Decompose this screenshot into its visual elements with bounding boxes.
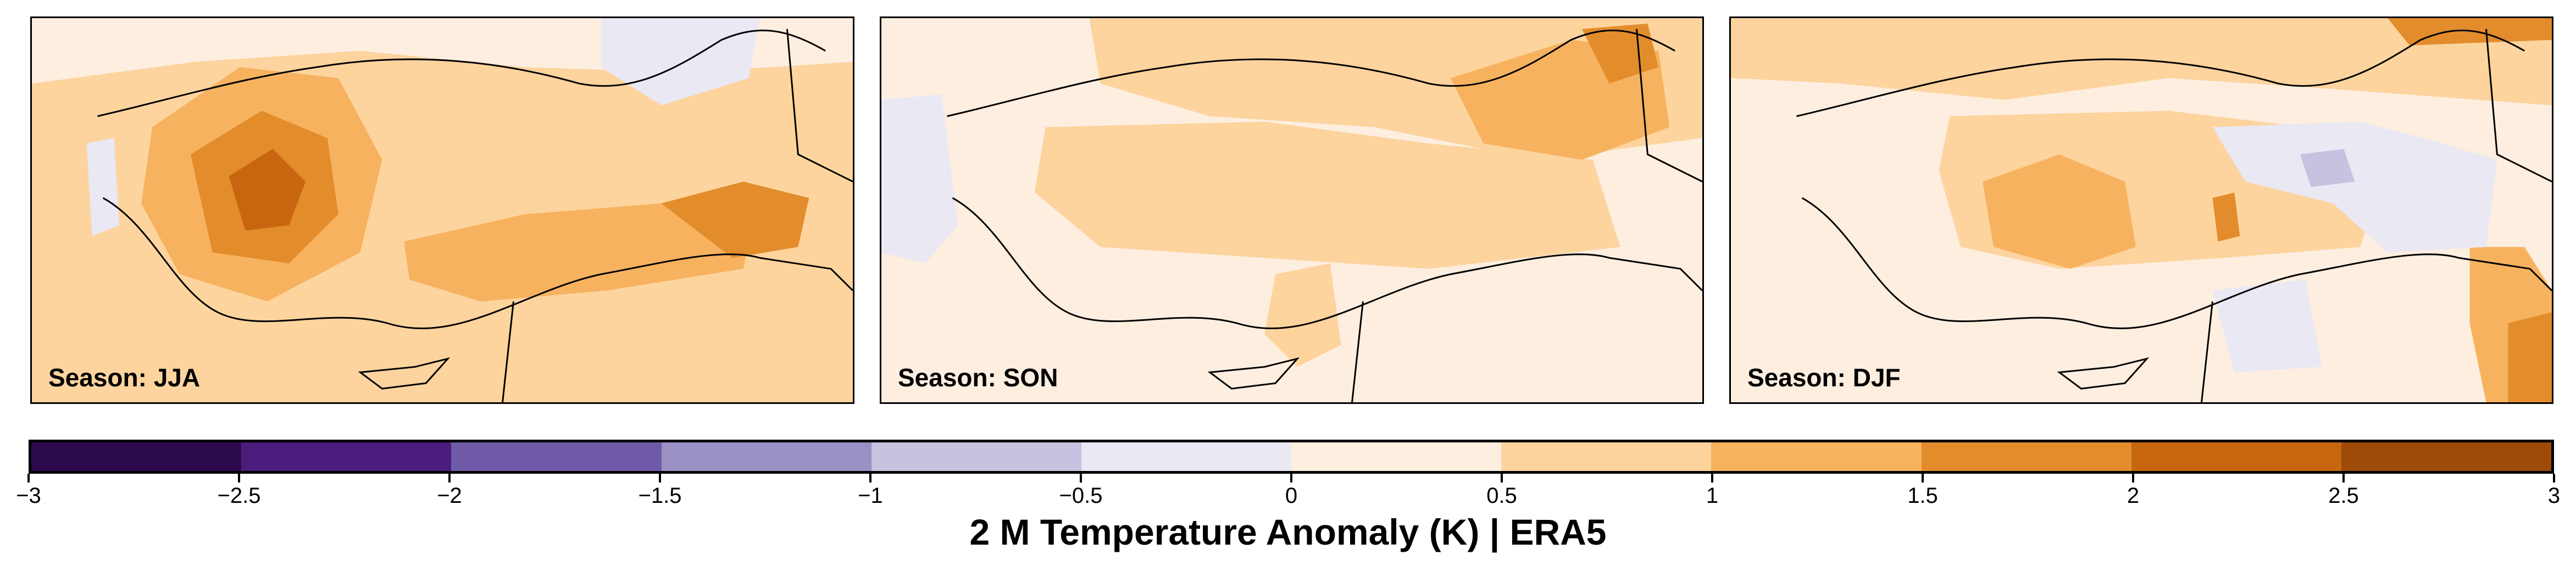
colorbar-tick-label: 0.5 [1486, 484, 1517, 508]
colorbar-tick-mark [2553, 474, 2555, 483]
colorbar-segment [1501, 442, 1712, 471]
colorbar-segment [871, 442, 1081, 471]
coastline [2201, 301, 2213, 402]
colorbar-tick-label: 1 [1706, 484, 1719, 508]
border [2458, 257, 2552, 291]
coastline [97, 29, 826, 117]
warm-anomaly-east [661, 181, 809, 258]
colorbar-segment [1711, 442, 1922, 471]
cyprus-outline [2057, 357, 2150, 390]
colorbar-segment [31, 442, 242, 471]
cool-anomaly-aegean [881, 94, 958, 264]
colorbar-tick-label: −0.5 [1059, 484, 1103, 508]
colorbar-tick-label: 2 [2127, 484, 2140, 508]
coastline [1796, 29, 2525, 117]
colorbar-tick-mark [1290, 474, 1292, 483]
coastline [502, 301, 514, 402]
colorbar-segment [1081, 442, 1292, 471]
strong-warm-spot [2212, 192, 2240, 242]
colorbar-title: 2 M Temperature Anomaly (K) | ERA5 [969, 512, 1607, 552]
cool-anomaly-aegean [86, 138, 120, 236]
colorbar-segment [1291, 442, 1502, 471]
map-jja [32, 18, 853, 402]
colorbar-tick-label: 0 [1285, 484, 1298, 508]
cool-anomaly-core [2300, 148, 2355, 187]
colorbar-tick-mark [448, 474, 451, 483]
colorbar-segment [241, 442, 452, 471]
coastline [947, 29, 1675, 117]
strong-warm-southeast [2508, 312, 2552, 402]
map-panel-son: Season: SON [880, 16, 1704, 404]
colorbar-tick-label: 2.5 [2328, 484, 2359, 508]
coastline [1801, 197, 2460, 329]
colorbar-ticks: −3 −2.5 −2 −1.5 −1 −0.5 0 0.5 1 1.5 2 2.5 3 [16, 474, 2560, 512]
border [759, 257, 853, 291]
colorbar-tick-mark [2132, 474, 2134, 483]
colorbar-segment [451, 442, 662, 471]
season-label: Season: SON [898, 363, 1058, 392]
map-panel-djf: Season: DJF [1729, 16, 2553, 404]
coastline [1351, 301, 1364, 402]
coastline [952, 197, 1610, 329]
map-panel-jja: Season: JJA [30, 16, 854, 404]
colorbar-tick-label: 3 [2547, 484, 2561, 508]
colorbar-tick-label: −2 [437, 484, 462, 508]
colorbar-segment [1921, 442, 2131, 471]
colorbar-segment [661, 442, 871, 471]
mid-warm-south [1264, 263, 1341, 367]
colorbar-tick-mark [869, 474, 871, 483]
colorbar-tick-mark [659, 474, 661, 483]
warm-anomaly-peak [229, 148, 306, 231]
border [1635, 29, 1702, 182]
warm-anomaly-south [404, 203, 754, 302]
colorbar-tick-mark [1080, 474, 1082, 483]
cool-anomaly-central [2212, 121, 2497, 253]
border [1609, 257, 1702, 291]
colorbar-tick-label: 1.5 [1907, 484, 1938, 508]
colorbar-tick-mark [1501, 474, 1503, 483]
colorbar-tick-mark [1922, 474, 1924, 483]
colorbar [29, 440, 2554, 474]
season-label: Season: JJA [48, 363, 201, 392]
colorbar-segment [2341, 442, 2552, 471]
colorbar-segment [2131, 442, 2341, 471]
weak-warm-north [1731, 18, 2552, 106]
cool-anomaly-south [2212, 279, 2322, 373]
cyprus-outline [358, 357, 451, 390]
border [786, 29, 853, 182]
season-label: Season: DJF [1747, 363, 1901, 392]
colorbar-tick-mark [27, 474, 30, 483]
map-son [881, 18, 1702, 402]
colorbar-tick-mark [1711, 474, 1713, 483]
map-djf [1731, 18, 2552, 402]
colorbar-tick-label: −2.5 [217, 484, 261, 508]
colorbar-tick-mark [2342, 474, 2345, 483]
colorbar-tick-label: −3 [16, 484, 41, 508]
strong-warm-northeast [2388, 18, 2552, 46]
weak-warm-central [1034, 121, 1620, 269]
cyprus-outline [1207, 357, 1300, 390]
colorbar-tick-label: −1.5 [638, 484, 682, 508]
colorbar-tick-mark [238, 474, 240, 483]
mid-warm-central [1983, 154, 2136, 269]
colorbar-tick-label: −1 [858, 484, 883, 508]
coastline [102, 197, 760, 329]
border [2485, 29, 2552, 182]
